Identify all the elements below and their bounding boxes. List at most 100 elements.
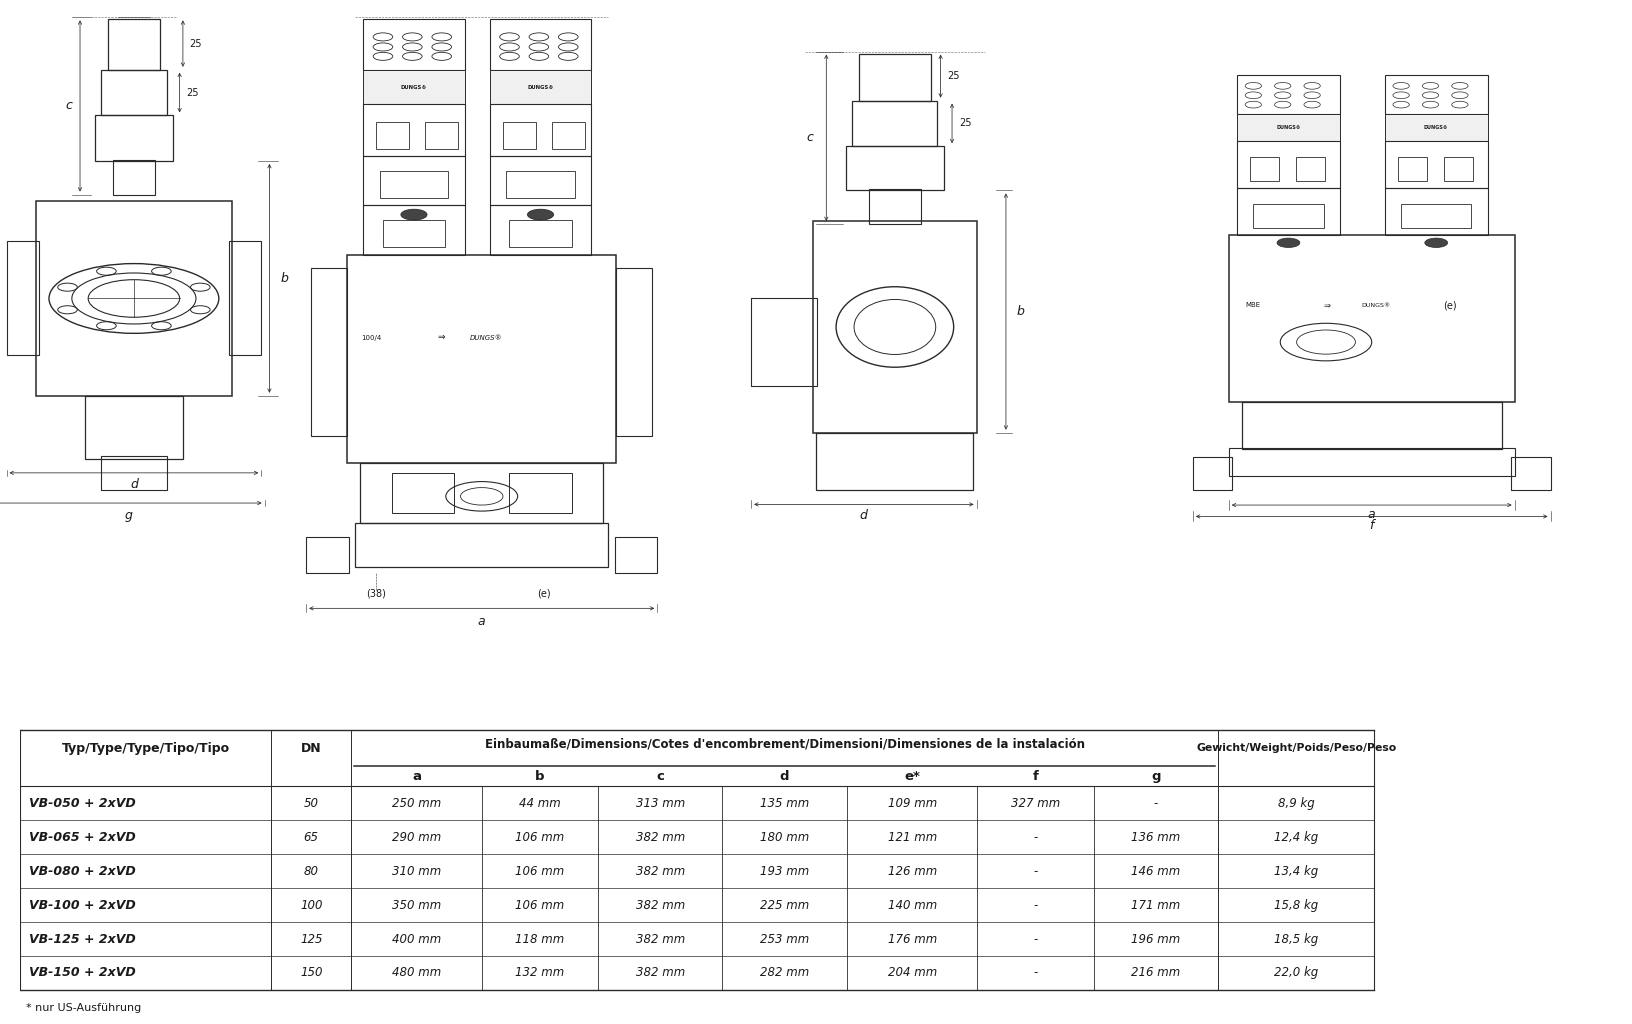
Text: 25: 25 [189, 39, 202, 48]
Bar [382, 220, 444, 247]
Bar [1384, 114, 1487, 141]
Text: 13,4 kg: 13,4 kg [1273, 864, 1317, 878]
Text: -: - [1033, 830, 1038, 844]
Text: 382 mm: 382 mm [635, 933, 684, 945]
Text: ⇒: ⇒ [1322, 301, 1330, 309]
Text: 350 mm: 350 mm [392, 899, 441, 911]
Text: MBE: MBE [1245, 302, 1260, 308]
Bar [1511, 458, 1550, 489]
Bar [1237, 187, 1338, 234]
Text: 100/4: 100/4 [361, 335, 382, 341]
Bar [1296, 157, 1325, 181]
Text: 171 mm: 171 mm [1131, 899, 1180, 911]
Text: 136 mm: 136 mm [1131, 830, 1180, 844]
Text: b: b [1017, 305, 1023, 318]
Text: (e): (e) [537, 589, 550, 599]
Text: * nur US-Ausführung: * nur US-Ausführung [26, 1004, 140, 1014]
Bar [310, 268, 346, 436]
Bar [305, 537, 348, 573]
Text: b: b [281, 271, 287, 285]
Text: d: d [131, 478, 137, 492]
Text: 121 mm: 121 mm [886, 830, 937, 844]
Text: 80: 80 [304, 864, 318, 878]
Text: ⇒: ⇒ [437, 334, 446, 343]
Text: g: g [124, 509, 132, 521]
Bar [359, 463, 604, 523]
Text: DUNGS®: DUNGS® [470, 335, 501, 341]
Text: 150: 150 [300, 967, 322, 980]
Text: 126 mm: 126 mm [886, 864, 937, 878]
Bar [1227, 234, 1514, 402]
Text: DUNGS®: DUNGS® [527, 85, 553, 90]
Bar [85, 395, 183, 460]
Bar [1250, 157, 1279, 181]
Text: 65: 65 [304, 830, 318, 844]
Bar [375, 122, 408, 148]
Text: 480 mm: 480 mm [392, 967, 441, 980]
Text: 382 mm: 382 mm [635, 899, 684, 911]
Text: 193 mm: 193 mm [759, 864, 809, 878]
Text: VB-100 + 2xVD: VB-100 + 2xVD [29, 899, 135, 911]
Text: 204 mm: 204 mm [886, 967, 937, 980]
Text: -: - [1033, 899, 1038, 911]
Bar [108, 19, 160, 70]
Text: DUNGS®: DUNGS® [1423, 125, 1448, 130]
Text: 106 mm: 106 mm [516, 864, 565, 878]
Text: 176 mm: 176 mm [886, 933, 937, 945]
Text: 196 mm: 196 mm [1131, 933, 1180, 945]
Text: 282 mm: 282 mm [759, 967, 809, 980]
Circle shape [1276, 239, 1299, 248]
Text: 180 mm: 180 mm [759, 830, 809, 844]
Text: 18,5 kg: 18,5 kg [1273, 933, 1317, 945]
Bar [113, 160, 155, 195]
Bar [362, 104, 463, 156]
Bar [1237, 75, 1338, 114]
Text: 327 mm: 327 mm [1010, 797, 1059, 810]
Text: VB-080 + 2xVD: VB-080 + 2xVD [29, 864, 135, 878]
Circle shape [1423, 239, 1446, 248]
Text: 15,8 kg: 15,8 kg [1273, 899, 1317, 911]
Text: 106 mm: 106 mm [516, 899, 565, 911]
Text: d: d [860, 509, 867, 521]
Text: 290 mm: 290 mm [392, 830, 441, 844]
Text: 216 mm: 216 mm [1131, 967, 1180, 980]
Bar [1397, 157, 1426, 181]
Text: VB-065 + 2xVD: VB-065 + 2xVD [29, 830, 135, 844]
Bar [7, 242, 39, 355]
Bar [858, 53, 930, 100]
Bar [101, 70, 166, 116]
Text: 382 mm: 382 mm [635, 864, 684, 878]
Bar [490, 104, 591, 156]
Bar [424, 122, 457, 148]
Text: 12,4 kg: 12,4 kg [1273, 830, 1317, 844]
Text: 146 mm: 146 mm [1131, 864, 1180, 878]
Bar [816, 432, 973, 489]
Text: -: - [1033, 967, 1038, 980]
Text: 25: 25 [958, 119, 971, 128]
Bar [362, 205, 463, 255]
Text: Gewicht/Weight/Poids/Peso/Peso: Gewicht/Weight/Poids/Peso/Peso [1195, 743, 1395, 754]
Text: 109 mm: 109 mm [886, 797, 937, 810]
Bar [1227, 449, 1514, 476]
Bar [490, 19, 591, 70]
Text: 25: 25 [186, 88, 199, 97]
Text: (38): (38) [366, 589, 387, 599]
Bar [101, 456, 166, 489]
Bar [36, 201, 232, 395]
Text: 400 mm: 400 mm [392, 933, 441, 945]
Text: e*: e* [904, 770, 919, 782]
Text: DUNGS®: DUNGS® [1275, 125, 1301, 130]
Bar [1242, 402, 1501, 450]
Text: g: g [1151, 770, 1160, 782]
Bar [1237, 141, 1338, 187]
Text: c: c [806, 131, 813, 144]
Text: 225 mm: 225 mm [759, 899, 809, 911]
Text: 135 mm: 135 mm [759, 797, 809, 810]
Text: 100: 100 [300, 899, 322, 911]
Text: f: f [1031, 770, 1038, 782]
Bar [95, 116, 173, 161]
Circle shape [400, 209, 426, 220]
Text: (e): (e) [1443, 300, 1456, 310]
Text: f: f [1369, 519, 1373, 532]
Text: c: c [656, 770, 664, 782]
